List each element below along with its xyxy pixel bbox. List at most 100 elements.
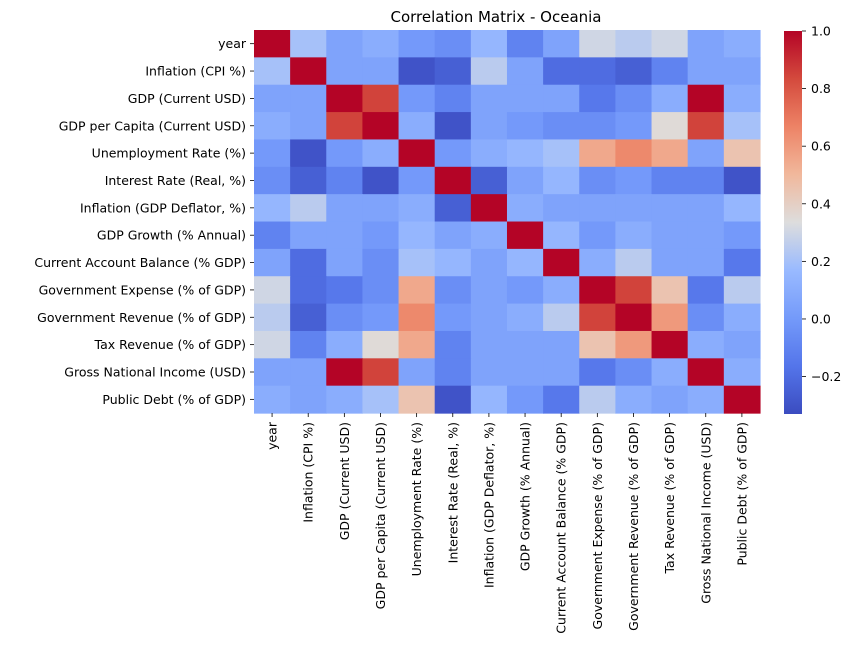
heatmap-cell [615,30,653,58]
heatmap-cell [398,30,436,58]
heatmap-cell [687,248,725,277]
heatmap-cell [543,112,580,141]
x-tick-labels: year Inflation (CPI %) GDP (Current USD) GD… [265,413,749,634]
heatmap-cell [398,84,436,113]
y-tick-label-inflation-gdp-deflator: Inflation (GDP Deflator, %) [80,200,246,215]
heatmap-cell [687,330,725,359]
heatmap-cell [615,84,653,113]
heatmap-cell [362,248,400,277]
heatmap-cell [543,139,580,168]
heatmap-cell [254,303,291,332]
colorbar-tick-label: 0.8 [811,81,831,96]
heatmap-cell [326,194,364,223]
heatmap-cell [254,330,291,359]
colorbar-tick-label: 1.0 [811,24,831,39]
heatmap-cell [470,30,508,58]
heatmap-cell [723,57,761,86]
heatmap-cell [723,303,761,332]
heatmap-cell [615,303,653,332]
heatmap-cell [326,166,364,195]
heatmap-cell [290,84,327,113]
heatmap-cell [651,385,689,414]
heatmap-cell [254,30,291,58]
heatmap-cell [579,276,616,305]
heatmap-cell [434,139,472,168]
x-tick-label-unemployment-rate: Unemployment Rate (%) [409,422,424,576]
heatmap-cell [651,221,689,250]
heatmap-cell [687,303,725,332]
heatmap-cell [326,276,364,305]
x-tick-label-government-expense-of-gdp: Government Expense (% of GDP) [590,422,605,629]
heatmap-cell [290,30,327,58]
heatmap-cell [723,276,761,305]
heatmap-cell [326,30,364,58]
heatmap-cell [687,139,725,168]
heatmap-cell [723,330,761,359]
heatmap-cell [615,112,653,141]
heatmap-cell [543,30,580,58]
colorbar-tick-label: −0.2 [811,369,841,384]
heatmap-cell [434,166,472,195]
colorbar-tick-label: 0.6 [811,139,831,154]
x-tick-label-gdp-growth-annual: GDP Growth (% Annual) [518,422,533,571]
heatmap-cell [687,385,725,414]
heatmap-cell [470,358,508,387]
heatmap-cell [543,330,580,359]
heatmap-cell [651,84,689,113]
x-tick-label-gdp-per-capita-current-usd: GDP per Capita (Current USD) [373,422,388,609]
heatmap-cell [543,303,580,332]
heatmap-cell [615,358,653,387]
heatmap-cell [651,330,689,359]
heatmap-cell [579,112,616,141]
heatmap-cell [326,221,364,250]
heatmap-cell [290,276,327,305]
heatmap-cell [579,385,616,414]
heatmap-cell [506,330,544,359]
heatmap-cell [470,385,508,414]
heatmap-cell [615,276,653,305]
heatmap-cell [687,194,725,223]
heatmap-cell [326,112,364,141]
heatmap-cell [362,166,400,195]
heatmap-cell [254,385,291,414]
heatmap-cell [651,194,689,223]
heatmap-cell [615,57,653,86]
heatmap-cell [543,57,580,86]
y-tick-label-gross-national-income-usd: Gross National Income (USD) [64,365,246,380]
heatmap-cell [723,221,761,250]
heatmap-cell [434,358,472,387]
heatmap-cell [398,358,436,387]
heatmap-cell [579,248,616,277]
heatmap-cell [362,276,400,305]
y-tick-label-unemployment-rate: Unemployment Rate (%) [92,146,246,161]
heatmap-cell [254,194,291,223]
heatmap-cell [434,57,472,86]
heatmap-cell [398,330,436,359]
heatmap-cell [254,57,291,86]
heatmap-cell [506,30,544,58]
heatmap-cell [470,139,508,168]
heatmap-cell [543,276,580,305]
heatmap-cell [290,112,327,141]
heatmap-cell [434,276,472,305]
x-tick-label-inflation-gdp-deflator: Inflation (GDP Deflator, %) [481,422,496,588]
heatmap-cell [290,166,327,195]
heatmap-cell [398,194,436,223]
heatmap-cell [579,139,616,168]
heatmap-cell [723,194,761,223]
heatmap-cell [651,303,689,332]
x-tick-label-inflation-cpi: Inflation (CPI %) [301,422,316,523]
heatmap-cell [615,248,653,277]
heatmap-cell [326,248,364,277]
heatmap-cell [651,248,689,277]
heatmap-cell [434,385,472,414]
x-tick-label-gross-national-income-usd: Gross National Income (USD) [698,422,713,604]
chart-title: Correlation Matrix - Oceania [391,8,602,26]
heatmap-cell [579,330,616,359]
heatmap-cell [506,112,544,141]
colorbar [784,31,802,414]
heatmap-cell [687,30,725,58]
heatmap-cell [687,84,725,113]
heatmap-cell [434,303,472,332]
